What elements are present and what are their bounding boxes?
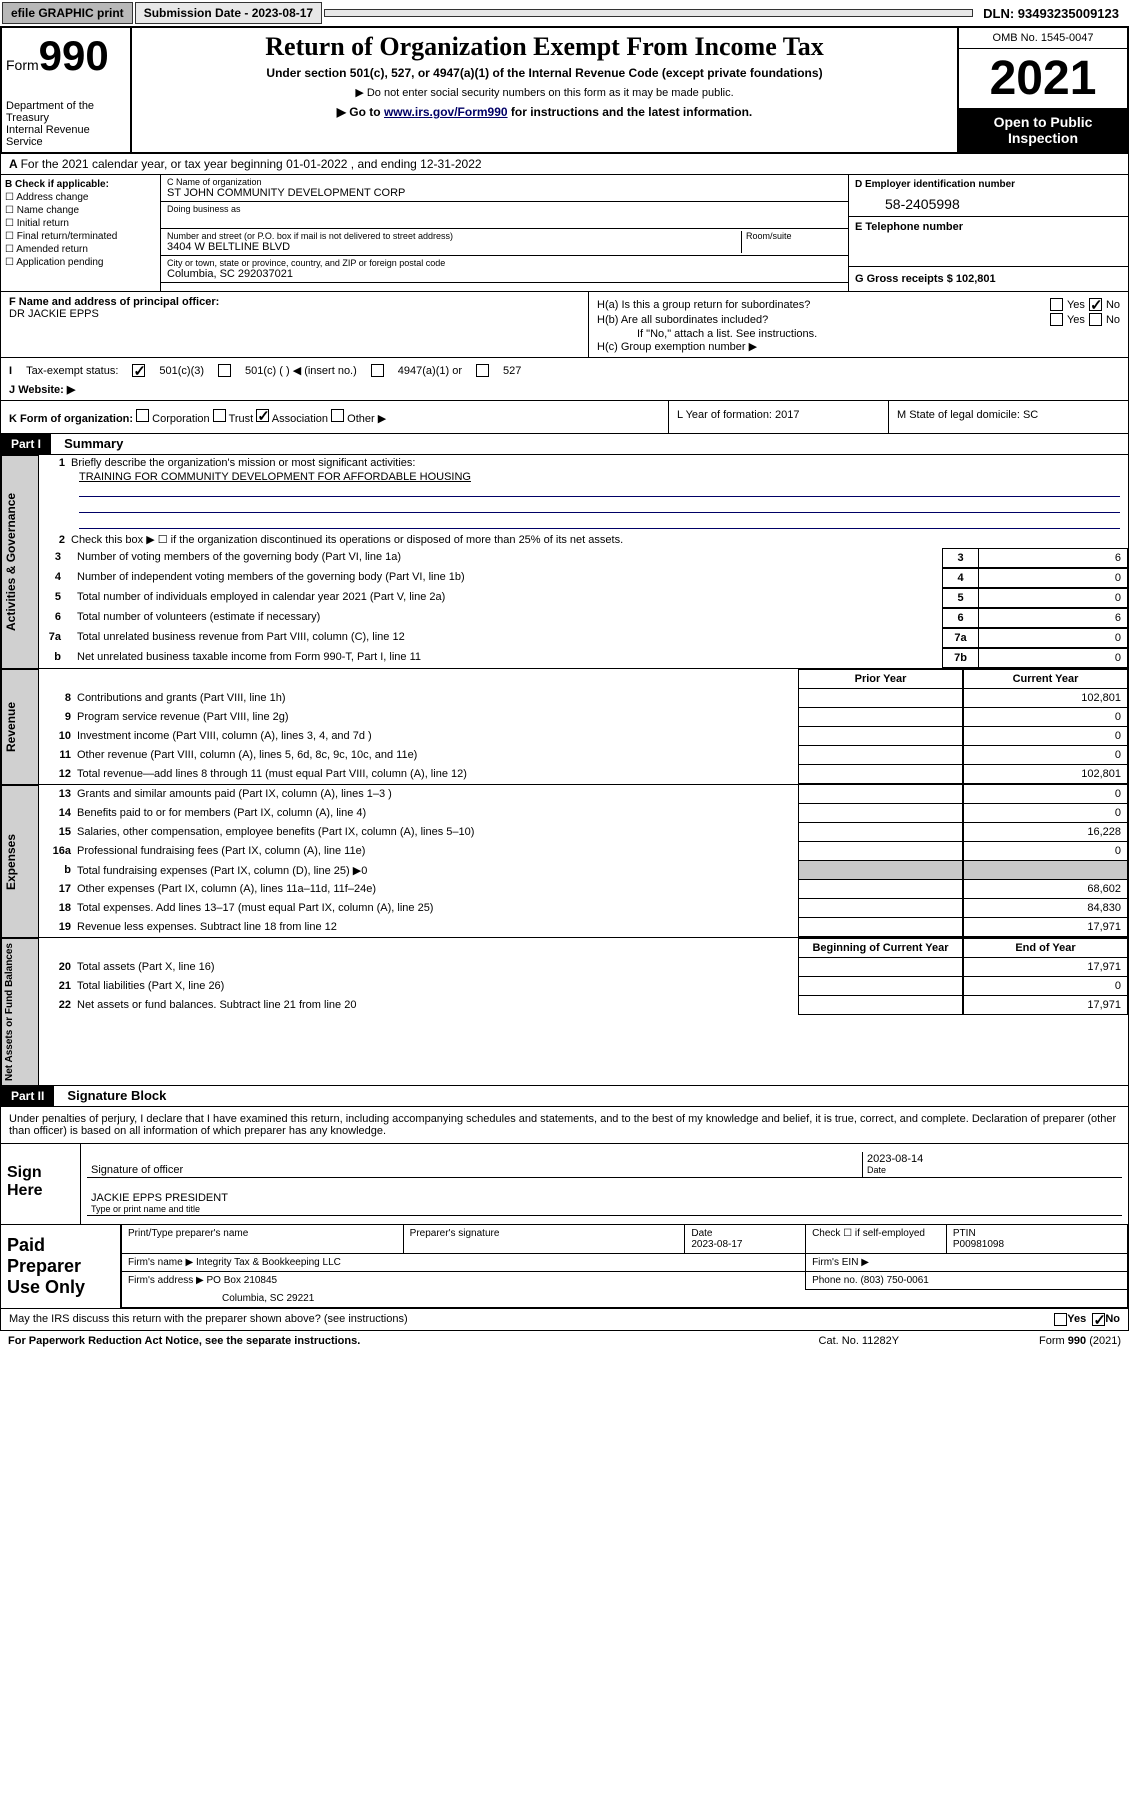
form-title: Return of Organization Exempt From Incom… — [140, 32, 949, 62]
discuss-yes[interactable] — [1054, 1313, 1067, 1326]
vlabel-revenue: Revenue — [1, 669, 39, 785]
firm-name: Integrity Tax & Bookkeeping LLC — [196, 1257, 341, 1268]
vlabel-net-assets: Net Assets or Fund Balances — [1, 938, 39, 1086]
firm-phone: (803) 750-0061 — [860, 1275, 928, 1286]
cb-final-return[interactable]: ☐ Final return/terminated — [5, 231, 156, 242]
discuss-no[interactable] — [1092, 1313, 1105, 1326]
form-version: Form 990 (2021) — [1039, 1335, 1121, 1347]
inspection-notice: Open to Public Inspection — [959, 108, 1127, 152]
cb-other[interactable] — [331, 409, 344, 422]
notice-2: ▶ Go to www.irs.gov/Form990 for instruct… — [140, 105, 949, 119]
row-f-h: F Name and address of principal officer:… — [0, 292, 1129, 358]
row-i-j: I Tax-exempt status: 501(c)(3) 501(c) ( … — [0, 358, 1129, 401]
ein-box: D Employer identification number 58-2405… — [849, 175, 1128, 217]
form-header: Form990 Department of the Treasury Inter… — [0, 26, 1129, 154]
cb-527[interactable] — [476, 364, 489, 377]
officer-name: JACKIE EPPS PRESIDENT — [91, 1192, 1118, 1204]
hb-yes[interactable] — [1050, 313, 1063, 326]
cb-trust[interactable] — [213, 409, 226, 422]
omb-number: OMB No. 1545-0047 — [959, 28, 1127, 49]
ha-no[interactable] — [1089, 298, 1102, 311]
vlabel-governance: Activities & Governance — [1, 455, 39, 669]
notice-1: ▶ Do not enter social security numbers o… — [140, 86, 949, 99]
main-info-grid: B Check if applicable: ☐ Address change … — [0, 175, 1129, 292]
cb-501c[interactable] — [218, 364, 231, 377]
row-k: K Form of organization: Corporation Trus… — [0, 401, 1129, 434]
street-address: 3404 W BELTLINE BLVD — [167, 241, 741, 253]
dba-box: Doing business as — [161, 202, 848, 229]
ein-value: 58-2405998 — [855, 190, 1122, 212]
efile-button[interactable]: efile GRAPHIC print — [2, 2, 133, 24]
dept-label: Department of the Treasury Internal Reve… — [6, 100, 126, 148]
cb-assoc[interactable] — [256, 409, 269, 422]
gross-receipts: G Gross receipts $ 102,801 — [849, 267, 1128, 291]
mission-text: TRAINING FOR COMMUNITY DEVELOPMENT FOR A… — [39, 471, 1128, 483]
vlabel-expenses: Expenses — [1, 785, 39, 938]
submission-date: Submission Date - 2023-08-17 — [135, 2, 322, 24]
preparer-table: Print/Type preparer's name Preparer's si… — [121, 1225, 1128, 1308]
ha-yes[interactable] — [1050, 298, 1063, 311]
part2-header: Part II Signature Block — [0, 1086, 1129, 1107]
footer: For Paperwork Reduction Act Notice, see … — [0, 1331, 1129, 1351]
cb-initial-return[interactable]: ☐ Initial return — [5, 218, 156, 229]
perjury-declaration: Under penalties of perjury, I declare th… — [0, 1107, 1129, 1144]
irs-link[interactable]: www.irs.gov/Form990 — [384, 105, 508, 119]
form-number: Form990 — [6, 32, 126, 80]
room-box: Room/suite — [742, 231, 842, 253]
street-box: Number and street (or P.O. box if mail i… — [167, 231, 742, 253]
hb-no[interactable] — [1089, 313, 1102, 326]
city-box: City or town, state or province, country… — [161, 256, 848, 283]
cb-name-change[interactable]: ☐ Name change — [5, 205, 156, 216]
box-b-checkboxes: B Check if applicable: ☐ Address change … — [1, 175, 161, 291]
section-a: A For the 2021 calendar year, or tax yea… — [0, 154, 1129, 175]
ptin: P00981098 — [953, 1239, 1004, 1250]
cb-corp[interactable] — [136, 409, 149, 422]
top-toolbar: efile GRAPHIC print Submission Date - 20… — [0, 0, 1129, 26]
org-name: ST JOHN COMMUNITY DEVELOPMENT CORP — [167, 187, 842, 199]
tax-year: 2021 — [959, 49, 1127, 108]
org-name-box: C Name of organization ST JOHN COMMUNITY… — [161, 175, 848, 202]
sign-here-block: Sign Here Signature of officer 2023-08-1… — [0, 1144, 1129, 1225]
form-subtitle: Under section 501(c), 527, or 4947(a)(1)… — [140, 66, 949, 80]
spacer — [324, 9, 973, 17]
summary-section: Activities & Governance 1Briefly describ… — [0, 455, 1129, 1086]
cb-pending[interactable]: ☐ Application pending — [5, 257, 156, 268]
city-state-zip: Columbia, SC 292037021 — [167, 268, 842, 280]
cb-address-change[interactable]: ☐ Address change — [5, 192, 156, 203]
telephone-box: E Telephone number — [849, 217, 1128, 267]
discuss-row: May the IRS discuss this return with the… — [0, 1309, 1129, 1331]
cb-amended[interactable]: ☐ Amended return — [5, 244, 156, 255]
cb-501c3[interactable] — [132, 364, 145, 377]
principal-officer: DR JACKIE EPPS — [9, 308, 580, 320]
dln: DLN: 93493235009123 — [975, 3, 1127, 24]
paid-preparer-block: Paid Preparer Use Only Print/Type prepar… — [0, 1225, 1129, 1309]
part1-header: Part I Summary — [0, 434, 1129, 455]
cb-4947[interactable] — [371, 364, 384, 377]
